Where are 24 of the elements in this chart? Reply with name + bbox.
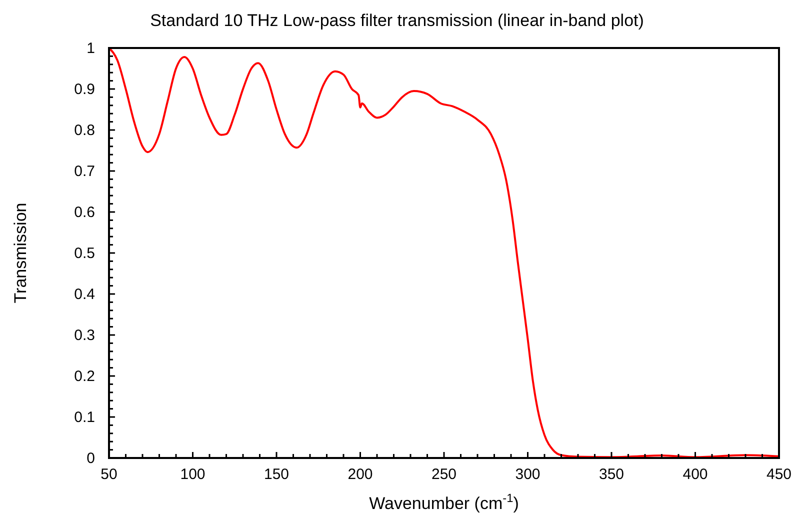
x-axis-title: Wavenumber (cm$^{-1}$)	[369, 491, 519, 513]
y-axis-title: Transmission	[11, 202, 30, 304]
y-tick-label: 0.9	[74, 81, 95, 98]
y-tick-label: 0.8	[74, 122, 95, 139]
x-tick-label: 250	[431, 466, 457, 483]
y-tick-label: 0.5	[74, 245, 95, 262]
x-tick-label: 200	[348, 466, 373, 483]
y-tick-label: 0.1	[74, 409, 95, 426]
x-tick-label: 450	[766, 466, 792, 483]
line-series	[108, 47, 780, 458]
y-tick-label: 0	[86, 450, 95, 467]
chart-title: Standard 10 THz Low-pass filter transmission (linear in-band plot)	[150, 11, 644, 30]
y-tick-label: 0.6	[74, 204, 95, 221]
x-tick-label: 100	[180, 466, 206, 483]
y-tick-label: 0.4	[74, 286, 95, 303]
y-tick-label: 1	[86, 40, 95, 57]
y-tick-label: 0.2	[74, 368, 95, 385]
x-tick-label: 150	[264, 466, 290, 483]
y-tick-label: 0.3	[74, 327, 95, 344]
x-tick-label: 50	[100, 466, 118, 483]
x-tick-label: 350	[598, 466, 624, 483]
y-tick-label: 0.7	[74, 163, 95, 180]
x-tick-label: 400	[682, 466, 708, 483]
x-tick-label: 300	[515, 466, 540, 483]
